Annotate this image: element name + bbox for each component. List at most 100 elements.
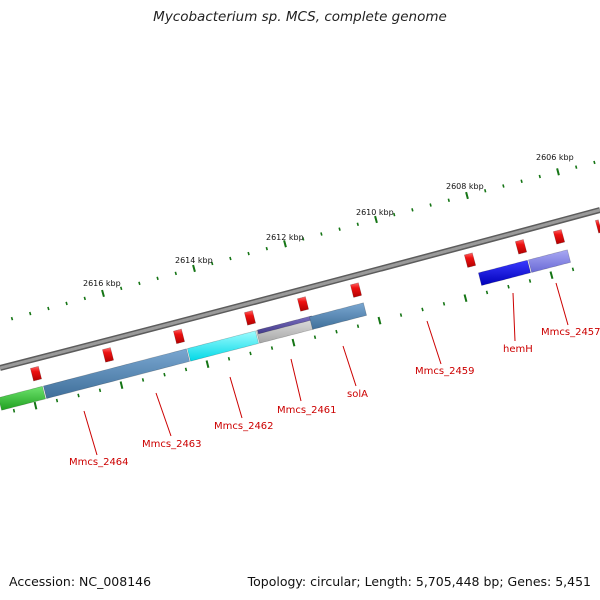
gene-label-mmcs-2457: Mmcs_2457 bbox=[541, 327, 600, 338]
cds-forward-7 bbox=[514, 239, 528, 255]
gene-label-hemh: hemH bbox=[503, 344, 533, 355]
outer-tick-32 bbox=[593, 160, 596, 165]
inner-tick-20 bbox=[442, 301, 446, 306]
outer-tick-18 bbox=[338, 227, 341, 231]
cds-forward-3 bbox=[244, 310, 256, 326]
inner-tick-25 bbox=[549, 271, 554, 280]
backbone-line bbox=[0, 208, 600, 370]
label-leader-5 bbox=[426, 320, 442, 365]
kbp-label-2616: 2616 kbp bbox=[83, 279, 121, 288]
label-leader-7 bbox=[555, 282, 569, 326]
outer-tick-8 bbox=[156, 276, 159, 281]
kbp-label-2612: 2612 kbp bbox=[266, 233, 304, 242]
outer-tick-5 bbox=[101, 289, 105, 298]
cds-mmcs-2463 bbox=[43, 348, 190, 399]
inner-tick-26 bbox=[571, 267, 575, 272]
accession-text: Accession: NC_008146 bbox=[9, 574, 152, 589]
outer-tick-4 bbox=[83, 296, 86, 301]
outer-tick-21 bbox=[393, 212, 396, 217]
outer-tick-19 bbox=[356, 222, 359, 227]
outer-tick-28 bbox=[520, 179, 523, 183]
inner-tick-21 bbox=[463, 294, 468, 303]
inner-tick-5 bbox=[119, 381, 124, 390]
inner-tick-17 bbox=[377, 316, 382, 325]
outer-tick-12 bbox=[229, 256, 232, 261]
outer-tick-7 bbox=[138, 281, 141, 286]
outer-tick-30 bbox=[556, 168, 560, 176]
cds-sola bbox=[309, 302, 367, 330]
inner-tick-2 bbox=[55, 398, 59, 403]
gene-label-mmcs-2462: Mmcs_2462 bbox=[214, 421, 274, 432]
label-leader-3 bbox=[290, 358, 302, 402]
map-title: Mycobacterium sp. MCS, complete genome bbox=[153, 9, 447, 25]
inner-tick-7 bbox=[163, 372, 166, 377]
outer-tick-15 bbox=[283, 240, 287, 248]
inner-tick-12 bbox=[270, 346, 274, 350]
inner-tick-11 bbox=[249, 351, 252, 356]
inner-tick-6 bbox=[141, 378, 145, 382]
inner-tick-0 bbox=[12, 408, 16, 413]
outer-tick-1 bbox=[28, 311, 32, 316]
gene-label-mmcs-2464: Mmcs_2464 bbox=[69, 457, 129, 468]
outer-tick-22 bbox=[411, 208, 414, 212]
inner-tick-1 bbox=[33, 401, 38, 410]
outer-tick-26 bbox=[484, 188, 487, 193]
inner-tick-23 bbox=[507, 284, 510, 289]
outer-tick-6 bbox=[120, 286, 123, 291]
kbp-label-2608: 2608 kbp bbox=[446, 182, 484, 191]
gene-labels: Mmcs_2464 Mmcs_2463 Mmcs_2462 Mmcs_2461 … bbox=[69, 327, 600, 468]
outer-tick-20 bbox=[374, 215, 378, 224]
outer-tick-13 bbox=[247, 251, 250, 256]
inner-tick-24 bbox=[528, 279, 532, 283]
outer-tick-9 bbox=[174, 271, 177, 276]
cds-forward-4 bbox=[297, 296, 309, 312]
inner-tick-19 bbox=[421, 307, 424, 312]
cds-mmcs-2457 bbox=[528, 249, 571, 273]
kbp-label-2606: 2606 kbp bbox=[536, 153, 574, 162]
gene-features bbox=[0, 219, 600, 411]
cds-forward-1 bbox=[102, 347, 114, 363]
label-leader-0 bbox=[83, 410, 98, 456]
outer-tick-14 bbox=[265, 246, 268, 251]
outer-tick-24 bbox=[447, 198, 450, 203]
inner-tick-16 bbox=[356, 324, 360, 329]
outer-tick-10 bbox=[192, 264, 196, 273]
inner-tick-9 bbox=[205, 360, 210, 369]
inner-tick-8 bbox=[184, 367, 188, 372]
label-leader-6 bbox=[512, 292, 516, 342]
cds-forward-8 bbox=[552, 229, 566, 245]
inner-tick-15 bbox=[335, 329, 338, 334]
kbp-label-2610: 2610 kbp bbox=[356, 208, 394, 217]
outer-tick-27 bbox=[502, 184, 505, 188]
cds-reverse-green bbox=[0, 385, 46, 411]
outer-tick-2 bbox=[47, 306, 50, 311]
label-leader-1 bbox=[155, 392, 172, 437]
cds-forward-5 bbox=[350, 282, 362, 298]
outer-tick-16 bbox=[302, 237, 305, 241]
cds-forward-0 bbox=[30, 365, 42, 382]
outer-tick-29 bbox=[538, 174, 541, 179]
inner-tick-18 bbox=[399, 313, 403, 317]
inner-tick-10 bbox=[227, 356, 231, 361]
gene-label-mmcs-2461: Mmcs_2461 bbox=[277, 405, 337, 416]
cds-forward-9 bbox=[594, 219, 600, 234]
gene-label-sola: solA bbox=[347, 389, 368, 400]
genome-backbone bbox=[0, 207, 600, 371]
inner-tick-14 bbox=[313, 335, 317, 340]
gene-label-mmcs-2463: Mmcs_2463 bbox=[142, 439, 202, 450]
outer-tick-25 bbox=[465, 191, 469, 200]
inner-tick-4 bbox=[98, 388, 102, 393]
cds-mmcs-2462 bbox=[187, 330, 259, 362]
outer-tick-3 bbox=[65, 301, 68, 306]
label-leaders bbox=[83, 282, 569, 456]
cds-hemh bbox=[478, 259, 531, 286]
label-leader-2 bbox=[229, 376, 243, 419]
gene-label-mmcs-2459: Mmcs_2459 bbox=[415, 366, 475, 377]
outer-tick-0 bbox=[10, 316, 14, 321]
kbp-labels: 2606 kbp 2608 kbp 2610 kbp 2612 kbp 2614… bbox=[83, 153, 574, 288]
outer-tick-17 bbox=[320, 232, 323, 236]
inner-tick-22 bbox=[485, 290, 489, 295]
tick-marks bbox=[10, 160, 596, 413]
outer-tick-11 bbox=[211, 261, 214, 266]
